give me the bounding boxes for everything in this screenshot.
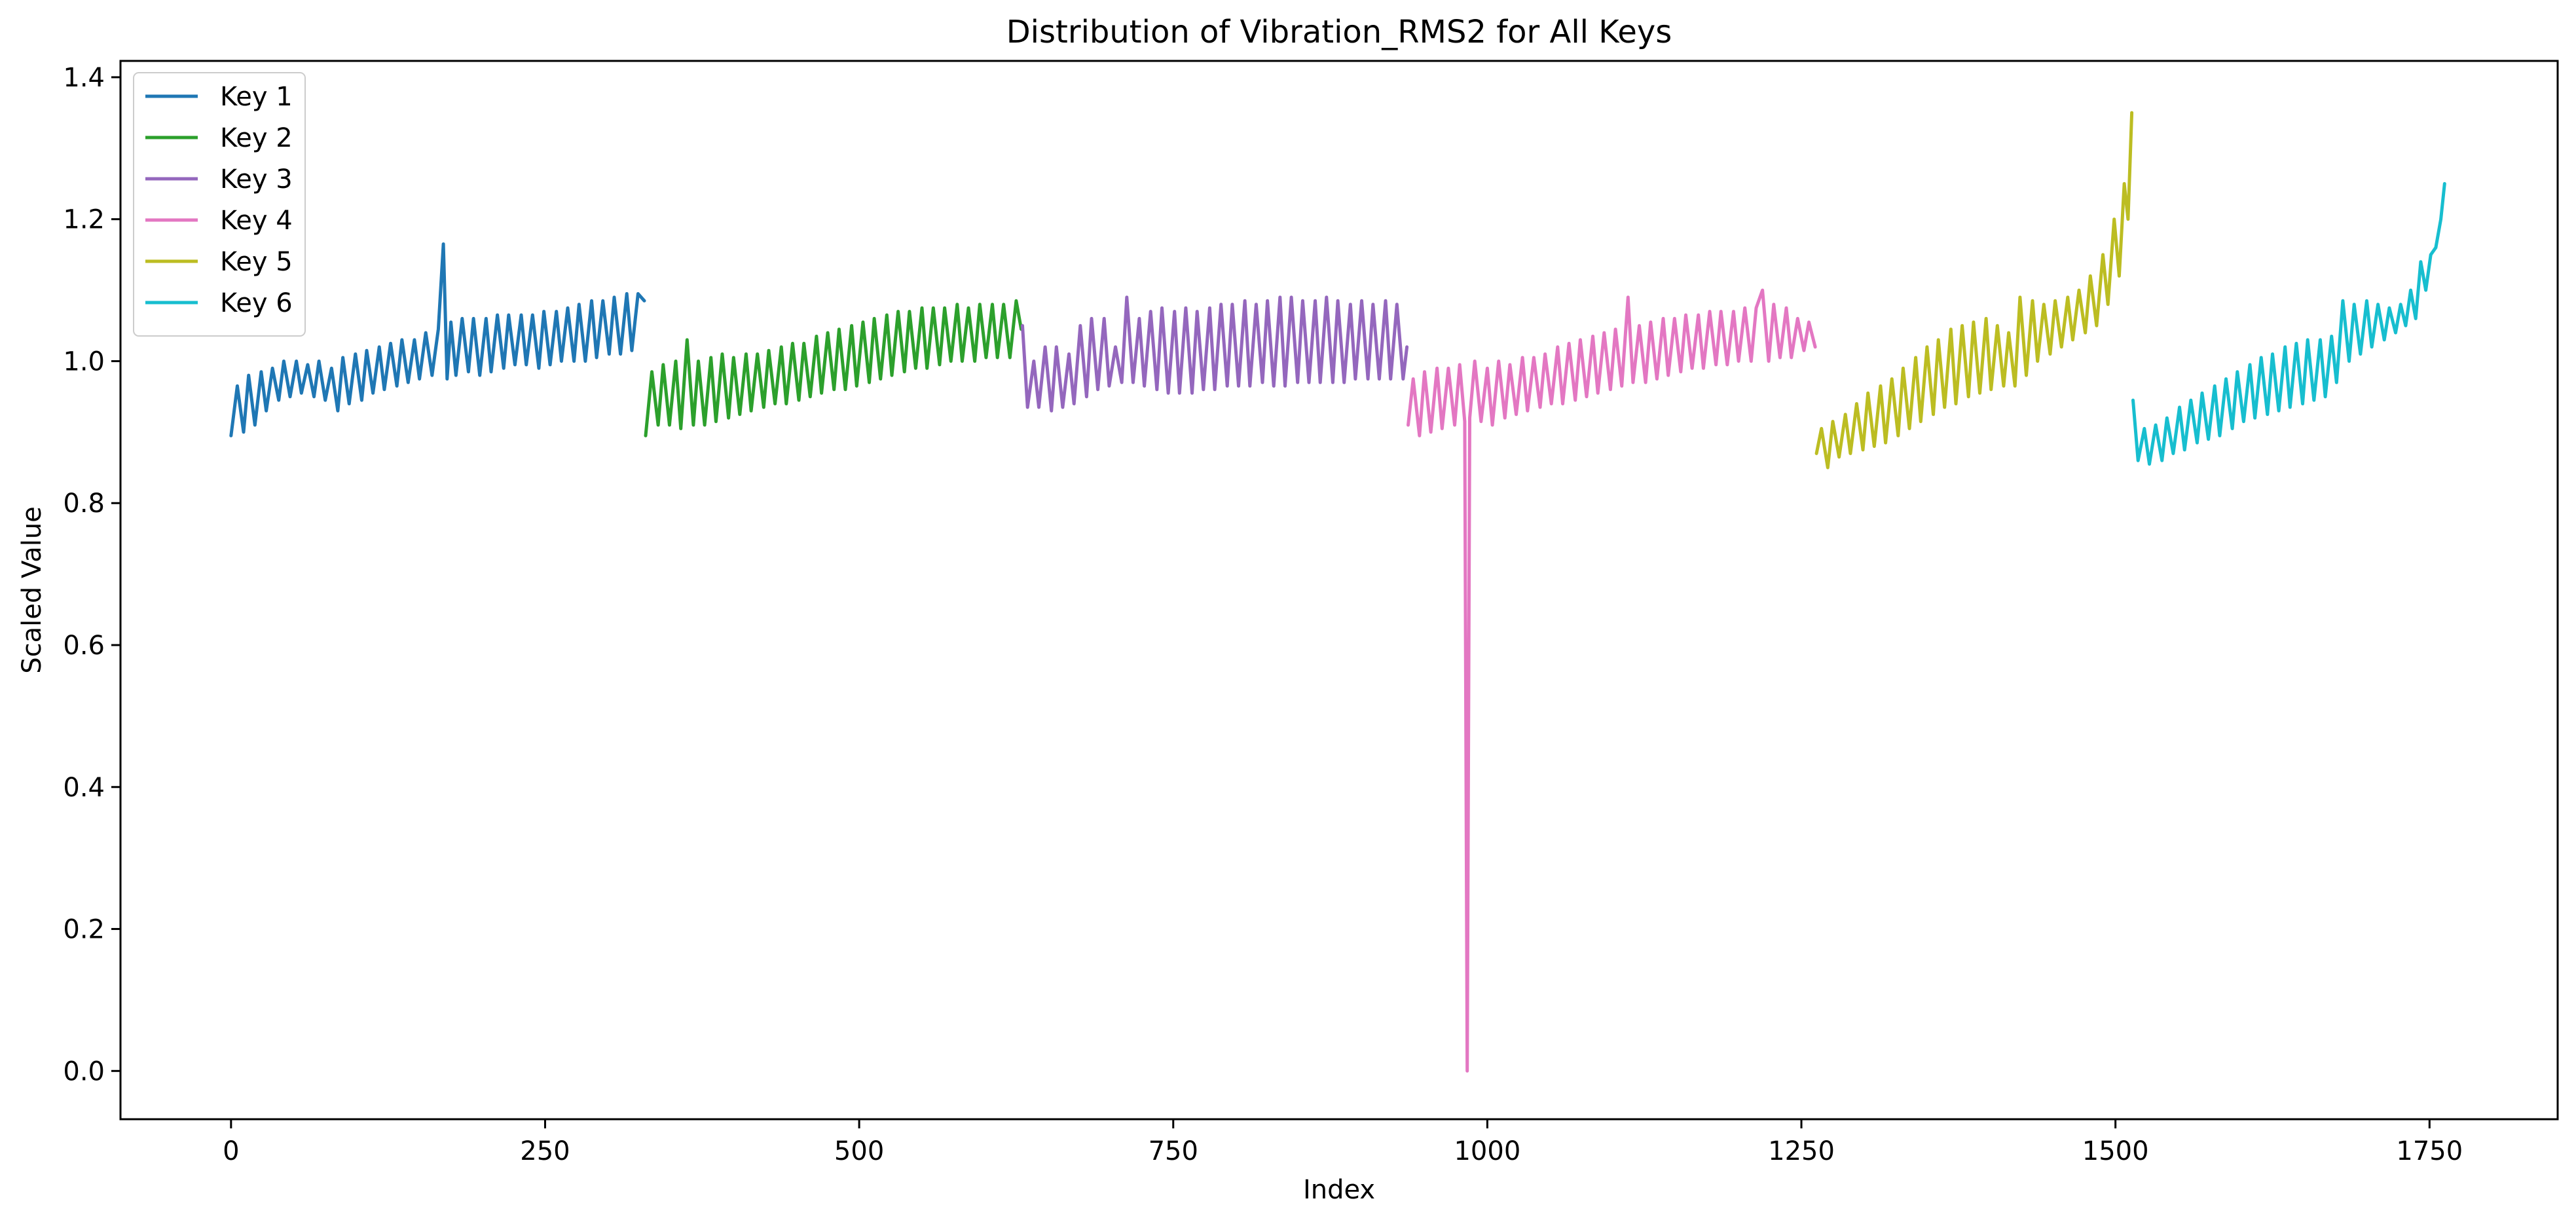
series-line-key-4 bbox=[1407, 288, 1817, 1073]
y-axis-label: Scaled Value bbox=[17, 506, 47, 674]
x-tick-label: 1000 bbox=[1454, 1136, 1520, 1166]
legend-label-key-1: Key 1 bbox=[220, 82, 293, 112]
y-tick-label: 0.0 bbox=[63, 1056, 105, 1086]
x-tick-label: 1250 bbox=[1768, 1136, 1835, 1166]
legend-label-key-3: Key 3 bbox=[220, 164, 293, 195]
chart-title: Distribution of Vibration_RMS2 for All K… bbox=[1006, 14, 1672, 50]
legend: Key 1 Key 2 Key 3 Key 4 Key 5 Key 6 bbox=[133, 72, 306, 337]
series-line-key-5 bbox=[1814, 111, 2134, 470]
legend-label-key-2: Key 2 bbox=[220, 123, 293, 153]
plot-frame bbox=[119, 60, 2559, 1121]
x-tick-label: 1500 bbox=[2082, 1136, 2149, 1166]
x-tick-label: 1750 bbox=[2396, 1136, 2463, 1166]
legend-label-key-6: Key 6 bbox=[220, 288, 293, 318]
y-axis-ticks: 0.0 0.2 0.4 0.6 0.8 1.0 1.2 1.4 bbox=[63, 63, 120, 1086]
x-tick-label: 0 bbox=[223, 1136, 239, 1166]
y-tick-label: 0.8 bbox=[63, 489, 105, 519]
y-tick-label: 1.0 bbox=[63, 346, 105, 377]
series-line-key-6 bbox=[2131, 182, 2446, 466]
y-tick-label: 1.2 bbox=[63, 205, 105, 235]
series-line-key-2 bbox=[644, 299, 1023, 437]
x-tick-label: 500 bbox=[834, 1136, 884, 1166]
x-tick-label: 750 bbox=[1149, 1136, 1198, 1166]
legend-label-key-5: Key 5 bbox=[220, 247, 293, 277]
y-tick-label: 1.4 bbox=[63, 63, 105, 93]
series-line-key-1 bbox=[229, 242, 646, 437]
y-tick-label: 0.4 bbox=[63, 773, 105, 803]
x-axis-label: Index bbox=[1303, 1175, 1375, 1205]
legend-label-key-4: Key 4 bbox=[220, 206, 293, 236]
series-line-key-3 bbox=[1021, 295, 1409, 413]
x-tick-label: 250 bbox=[520, 1136, 570, 1166]
y-tick-label: 0.6 bbox=[63, 631, 105, 661]
x-axis-ticks: 0 250 500 750 1000 1250 1500 1750 bbox=[223, 1119, 2463, 1166]
y-tick-label: 0.2 bbox=[63, 915, 105, 945]
plot-lines bbox=[229, 111, 2446, 1073]
